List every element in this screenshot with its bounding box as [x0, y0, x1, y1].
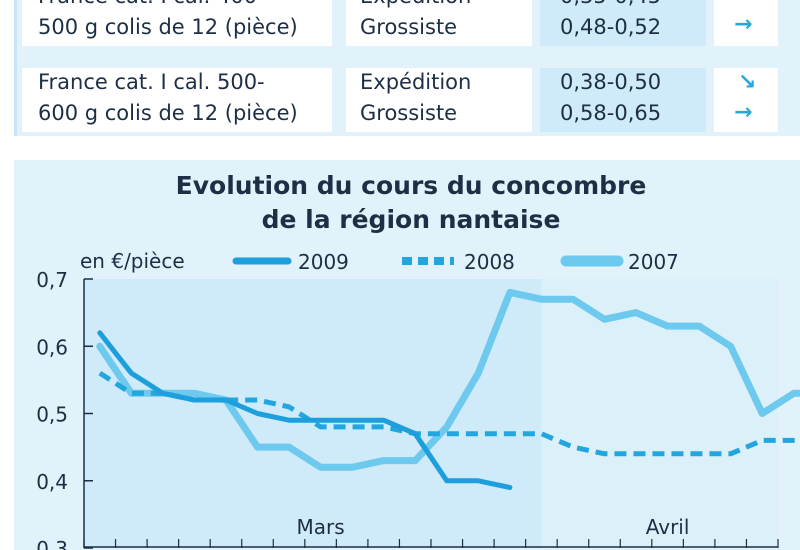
price-cell: [540, 0, 706, 46]
arrow-right-icon: →: [734, 100, 753, 125]
stage-cell: [346, 68, 532, 132]
series-line-2009: [97, 330, 513, 490]
arrow-down-right-icon: ↘: [738, 0, 756, 7]
panel-rule: [14, 0, 17, 136]
legend-label-2009: 2009: [298, 250, 349, 274]
product-cell: [22, 0, 332, 46]
trend-cell: [714, 0, 778, 46]
product-line: 600 g colis de 12 (pièce): [38, 101, 298, 125]
legend: 2009 2008 2007: [232, 250, 679, 274]
product-line: 500 g colis de 12 (pièce): [38, 15, 298, 39]
price-value: 0,38-0,50: [560, 70, 662, 94]
y-tick-label: 0,6: [36, 335, 68, 359]
y-tick-label: 0,5: [36, 403, 68, 427]
x-period-label: Avril: [646, 515, 690, 539]
price-row-1: France cat. I cal. 400- 500 g colis de 1…: [22, 0, 778, 46]
price-value: 0,35-0,45: [560, 0, 661, 13]
legend-label-2007: 2007: [628, 250, 679, 274]
price-value: 0,48-0,52: [560, 15, 662, 39]
product-cell: [22, 68, 332, 132]
stage-cell: [346, 0, 532, 46]
series-layer: [96, 288, 800, 490]
arrow-right-icon: →: [734, 12, 753, 37]
trend-cell: [714, 68, 778, 132]
stage-label: Grossiste: [360, 15, 458, 39]
price-value: 0,58-0,65: [560, 101, 662, 125]
y-tick-label: 0,3: [36, 537, 68, 550]
stage-label: Expédition: [360, 70, 472, 94]
product-line: France cat. I cal. 500-: [38, 70, 265, 94]
stage-label: Expédition: [360, 0, 471, 13]
stage-label: Grossiste: [360, 101, 458, 125]
product-line: France cat. I cal. 400-: [38, 0, 265, 13]
chart-title: de la région nantaise: [262, 205, 561, 234]
axis-layer: 0,3 0,4 0,5 0,6 0,7 Mars Avril: [36, 268, 779, 550]
x-period-label: Mars: [297, 515, 345, 539]
unit-label: en €/pièce: [80, 249, 185, 273]
price-cell: [540, 68, 706, 132]
price-row-2: France cat. I cal. 500- 600 g colis de 1…: [22, 68, 778, 132]
y-tick-label: 0,4: [36, 470, 68, 494]
chart-title: Evolution du cours du concombre: [176, 171, 647, 200]
arrow-down-right-icon: ↘: [738, 70, 757, 95]
y-tick-label: 0,7: [36, 268, 68, 292]
legend-label-2008: 2008: [464, 250, 515, 274]
